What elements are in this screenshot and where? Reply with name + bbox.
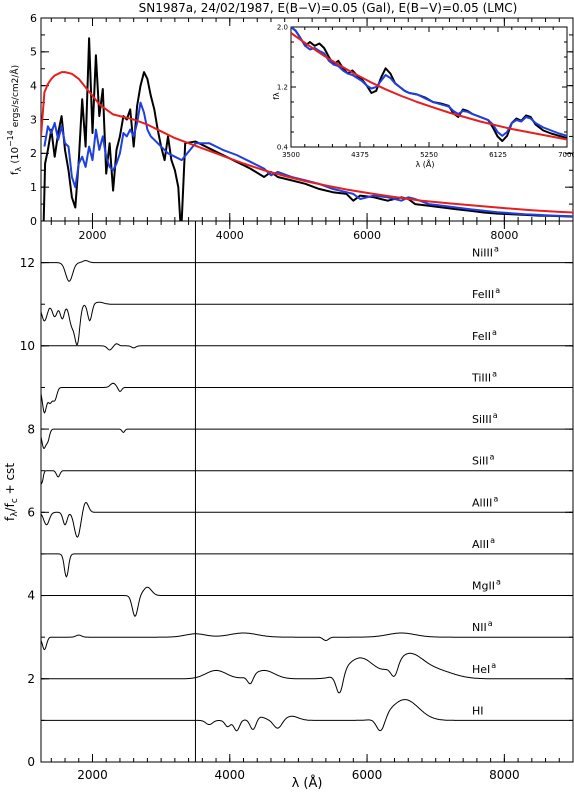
x-tick-label: 4000 bbox=[216, 229, 244, 242]
line-label-sup-AlII: a bbox=[490, 536, 495, 545]
y-tick-label: 8 bbox=[27, 422, 35, 436]
bottom-y-label-c: c bbox=[10, 498, 20, 503]
y-tick-label: 6 bbox=[27, 506, 35, 520]
bottom-y-label-f: f bbox=[3, 516, 17, 521]
top-y-label-exp: −14 bbox=[6, 130, 15, 147]
y-tick-label: 2 bbox=[27, 672, 35, 686]
bottom-axis-ticks: 2000 4000 6000 8000 0 2 4 6 8 10 12 bbox=[20, 220, 574, 782]
line-label-sup-NII: a bbox=[488, 619, 493, 628]
inset-series bbox=[291, 27, 567, 142]
inset-frame bbox=[290, 26, 568, 148]
line-label-SiII: SiII bbox=[472, 455, 489, 468]
line-profile-FeII bbox=[41, 343, 573, 351]
y-tick-label: 3 bbox=[30, 113, 37, 126]
line-label-FeII: FeII bbox=[472, 330, 491, 343]
top-y-label-units1: (10 bbox=[10, 147, 21, 167]
line-label-sup-SiIII: a bbox=[493, 411, 498, 420]
line-label-sup-AlIII: a bbox=[493, 494, 498, 503]
line-label-AlII: AlII bbox=[472, 538, 489, 551]
y-tick-label: 0 bbox=[30, 215, 37, 228]
x-tick-label: 6125 bbox=[489, 151, 507, 159]
line-profile-SiII bbox=[40, 470, 573, 485]
line-label-sup-FeIII: a bbox=[495, 286, 500, 295]
line-profile-MgII bbox=[41, 586, 573, 618]
y-tick-label: 12 bbox=[20, 256, 35, 270]
x-tick-label: 2000 bbox=[78, 229, 106, 242]
top-series bbox=[41, 37, 573, 221]
y-tick-label: 4 bbox=[27, 589, 35, 603]
y-tick-label: 1 bbox=[30, 181, 37, 194]
x-tick-label: 6000 bbox=[353, 229, 381, 242]
line-label-TiIII: TiIII bbox=[471, 371, 491, 384]
series-line-2 bbox=[291, 32, 567, 141]
line-label-NII: NII bbox=[472, 621, 487, 634]
bottom-y-axis-label: fλ/fc + cst bbox=[3, 463, 20, 521]
top-axis-ticks: 2000 4000 6000 8000 0 1 2 3 4 5 6 bbox=[30, 12, 574, 242]
line-label-MgII: MgII bbox=[472, 580, 495, 593]
inset-y-axis-label: fλ bbox=[272, 92, 281, 100]
y-tick-label: 1.2 bbox=[277, 83, 288, 91]
line-profile-FeIII bbox=[40, 301, 573, 346]
x-tick-label: 5250 bbox=[420, 151, 438, 159]
line-label-HI: HI bbox=[472, 704, 484, 717]
top-y-label-f: f bbox=[10, 171, 21, 175]
inset-panel: 3500 4375 5250 6125 7000 0.4 1.2 2.0 λ (Å) fλ bbox=[272, 23, 574, 169]
line-profile-AlIII bbox=[40, 502, 573, 538]
line-label-SiIII: SiIII bbox=[472, 413, 492, 426]
figure-title: SN1987a, 24/02/1987, E(B−V)=0.05 (Gal), … bbox=[139, 1, 518, 15]
line-label-sup-FeII: a bbox=[492, 328, 497, 337]
x-tick-label: 4375 bbox=[351, 151, 369, 159]
bottom-y-label-fc: f bbox=[3, 502, 17, 507]
x-tick-label: 7000 bbox=[558, 151, 574, 159]
top-y-label-units2: ergs/s/cm2/Å) bbox=[9, 65, 21, 130]
line-profile-HI bbox=[41, 699, 573, 732]
series-line-2 bbox=[41, 71, 573, 214]
bottom-y-label-cst: + cst bbox=[3, 463, 17, 499]
y-tick-label: 2.0 bbox=[277, 23, 288, 31]
y-tick-label: 10 bbox=[20, 339, 35, 353]
inset-x-axis-label: λ (Å) bbox=[416, 158, 435, 169]
x-tick-label: 8000 bbox=[490, 229, 518, 242]
top-panel: 2000 4000 6000 8000 0 1 2 3 4 5 6 fλ (10−14 ergs/s… bbox=[6, 12, 574, 242]
y-tick-label: 0 bbox=[27, 755, 35, 769]
x-tick-label: 2000 bbox=[77, 768, 108, 782]
line-label-NiIII: NiIII bbox=[472, 247, 493, 260]
top-y-axis-label: fλ (10−14 ergs/s/cm2/Å) bbox=[6, 65, 23, 175]
line-profile-AlII bbox=[41, 553, 573, 578]
y-tick-label: 4 bbox=[30, 80, 37, 93]
bottom-panel-frame bbox=[40, 220, 574, 763]
x-tick-label: 8000 bbox=[489, 768, 520, 782]
bottom-x-axis-label: λ (Å) bbox=[292, 775, 323, 791]
series-line-1 bbox=[291, 27, 567, 137]
y-tick-label: 6 bbox=[30, 12, 37, 25]
top-y-label-lambda: λ bbox=[14, 167, 23, 172]
bottom-y-label-lambda: λ bbox=[10, 511, 20, 517]
line-label-HeI: HeI bbox=[472, 663, 490, 676]
y-tick-label: 0.4 bbox=[277, 143, 289, 151]
line-profile-NiIII bbox=[41, 259, 573, 282]
x-tick-label: 3500 bbox=[282, 151, 300, 159]
line-label-sup-NiIII: a bbox=[494, 245, 499, 254]
line-label-AlIII: AlIII bbox=[472, 496, 492, 509]
line-label-FeIII: FeIII bbox=[472, 288, 494, 301]
x-tick-label: 4000 bbox=[215, 768, 246, 782]
line-profile-NII bbox=[40, 632, 573, 651]
line-profile-HeI bbox=[41, 652, 573, 694]
line-label-sup-HeI: a bbox=[491, 661, 496, 670]
y-tick-label: 2 bbox=[30, 147, 37, 160]
line-label-sup-TiIII: a bbox=[492, 369, 497, 378]
line-label-sup-SiII: a bbox=[490, 453, 495, 462]
bottom-y-label-slash: / bbox=[3, 506, 17, 511]
x-tick-label: 6000 bbox=[352, 768, 383, 782]
line-profile-TiIII bbox=[40, 382, 573, 414]
bottom-series bbox=[40, 221, 573, 762]
y-tick-label: 5 bbox=[30, 46, 37, 59]
line-label-sup-MgII: a bbox=[496, 578, 501, 587]
line-profile-SiIII bbox=[40, 428, 573, 450]
